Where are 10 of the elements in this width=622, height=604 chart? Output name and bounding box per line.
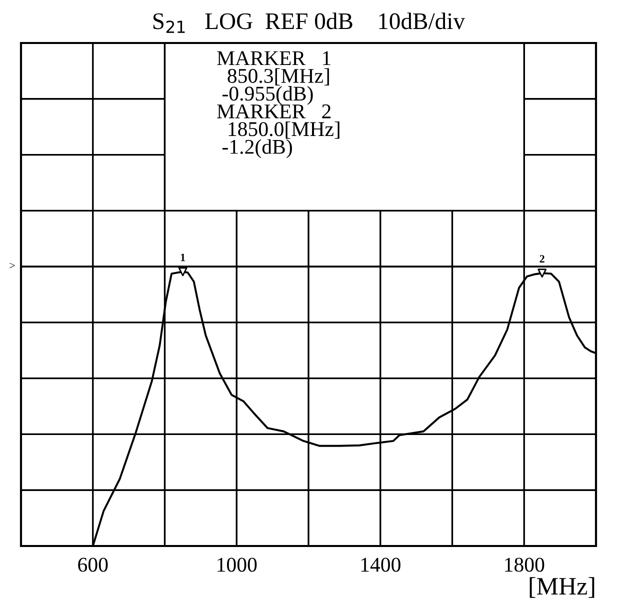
x-axis-title: [MHz]	[530, 577, 594, 598]
text: MARKER 1 850.3[MHz] -0.955(dB) MARKER 2 1850.0[MHz] -1.2(dB)	[217, 51, 340, 158]
x-tick-label: 1000	[218, 558, 257, 572]
x-tick-label: 600	[78, 558, 108, 572]
chart-title: S$_{21}$ LOG REF 0dB 10dB/div	[153, 12, 465, 33]
x-tick-label: 1800	[505, 558, 544, 572]
annotation: 2	[540, 255, 544, 262]
x-tick-label: 1400	[361, 558, 400, 572]
ref-line-label: >	[10, 262, 15, 268]
annotation: 1	[180, 254, 186, 262]
